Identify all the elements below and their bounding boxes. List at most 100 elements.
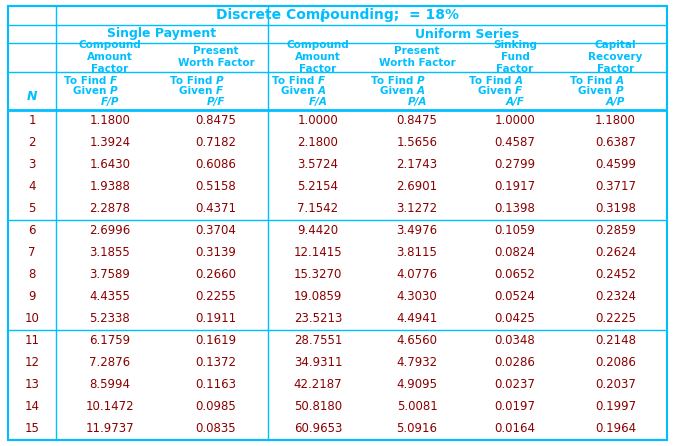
- Text: A: A: [616, 75, 624, 86]
- Text: Single Payment: Single Payment: [107, 28, 217, 41]
- Text: 0.3704: 0.3704: [196, 224, 236, 238]
- Text: 9.4420: 9.4420: [298, 224, 339, 238]
- Text: 1.0000: 1.0000: [495, 115, 535, 128]
- Text: To Find: To Find: [64, 75, 110, 86]
- Text: F: F: [110, 75, 117, 86]
- Text: 7.2876: 7.2876: [89, 356, 130, 369]
- Text: 3.8115: 3.8115: [397, 247, 437, 260]
- Text: 6: 6: [28, 224, 36, 238]
- Text: Uniform Series: Uniform Series: [415, 28, 520, 41]
- Text: 3.1855: 3.1855: [90, 247, 130, 260]
- Text: 0.1059: 0.1059: [495, 224, 535, 238]
- Text: 1.1800: 1.1800: [595, 115, 636, 128]
- Text: 2.2878: 2.2878: [90, 202, 130, 215]
- Text: 0.1398: 0.1398: [495, 202, 535, 215]
- Text: 0.1619: 0.1619: [196, 334, 236, 347]
- Text: 50.8180: 50.8180: [294, 401, 342, 413]
- Text: 0.0286: 0.0286: [495, 356, 535, 369]
- Text: F/A: F/A: [308, 96, 327, 107]
- Text: 0.0824: 0.0824: [495, 247, 535, 260]
- Text: 0.3198: 0.3198: [595, 202, 636, 215]
- Text: N: N: [27, 91, 37, 103]
- Text: 0.2037: 0.2037: [595, 379, 636, 392]
- Text: 7.1542: 7.1542: [298, 202, 339, 215]
- Text: 5: 5: [28, 202, 36, 215]
- Text: 0.2148: 0.2148: [595, 334, 636, 347]
- Text: 2.6996: 2.6996: [89, 224, 131, 238]
- Text: 0.6086: 0.6086: [196, 158, 236, 172]
- Text: 4.4941: 4.4941: [396, 313, 437, 326]
- Text: 1.3924: 1.3924: [89, 136, 130, 149]
- Text: Given: Given: [478, 86, 515, 96]
- Text: 5.0081: 5.0081: [397, 401, 437, 413]
- Text: 0.4371: 0.4371: [196, 202, 236, 215]
- Text: To Find: To Find: [371, 75, 417, 86]
- Text: 0.2255: 0.2255: [196, 290, 236, 303]
- Text: 1.1800: 1.1800: [90, 115, 130, 128]
- Text: 0.4599: 0.4599: [595, 158, 636, 172]
- Text: 4.4355: 4.4355: [90, 290, 130, 303]
- Text: 4.3030: 4.3030: [397, 290, 437, 303]
- Text: A: A: [515, 75, 523, 86]
- Text: 0.0164: 0.0164: [495, 422, 535, 435]
- Text: 7: 7: [28, 247, 36, 260]
- Text: To Find: To Find: [469, 75, 515, 86]
- Text: P: P: [417, 75, 425, 86]
- Text: 3.5724: 3.5724: [298, 158, 338, 172]
- Text: F: F: [515, 86, 522, 96]
- Text: F/P: F/P: [101, 96, 119, 107]
- Text: A/P: A/P: [606, 96, 625, 107]
- Text: 2: 2: [28, 136, 36, 149]
- Text: 15.3270: 15.3270: [294, 268, 342, 281]
- Text: 0.2660: 0.2660: [196, 268, 236, 281]
- Text: Sinking
Fund
Factor: Sinking Fund Factor: [493, 41, 537, 74]
- Text: 0.8475: 0.8475: [397, 115, 437, 128]
- Text: P/F: P/F: [207, 96, 225, 107]
- Text: 0.1163: 0.1163: [196, 379, 236, 392]
- Text: A/F: A/F: [506, 96, 524, 107]
- Text: 4.9095: 4.9095: [396, 379, 437, 392]
- Text: 60.9653: 60.9653: [294, 422, 342, 435]
- Text: F: F: [216, 86, 223, 96]
- Text: 0.8475: 0.8475: [196, 115, 236, 128]
- Text: Compound
Amount
Factor: Compound Amount Factor: [287, 41, 350, 74]
- Text: 15: 15: [24, 422, 39, 435]
- Text: Compound
Amount
Factor: Compound Amount Factor: [78, 41, 141, 74]
- Text: 4.7932: 4.7932: [396, 356, 437, 369]
- Text: 3.7589: 3.7589: [90, 268, 130, 281]
- Text: 11.9737: 11.9737: [86, 422, 134, 435]
- Text: 0.0237: 0.0237: [495, 379, 535, 392]
- Text: P: P: [110, 86, 117, 96]
- Text: P: P: [216, 75, 223, 86]
- Text: 4.0776: 4.0776: [396, 268, 437, 281]
- Text: 0.6387: 0.6387: [595, 136, 636, 149]
- Text: Given: Given: [73, 86, 110, 96]
- Text: 1.9388: 1.9388: [90, 181, 130, 194]
- Text: 9: 9: [28, 290, 36, 303]
- Text: Given: Given: [281, 86, 318, 96]
- Text: 23.5213: 23.5213: [294, 313, 342, 326]
- Text: To Find: To Find: [272, 75, 318, 86]
- Text: 4: 4: [28, 181, 36, 194]
- Text: 19.0859: 19.0859: [294, 290, 342, 303]
- Text: 1.5656: 1.5656: [396, 136, 437, 149]
- Text: 42.2187: 42.2187: [294, 379, 342, 392]
- Text: Discrete Compounding;  = 18%: Discrete Compounding; = 18%: [216, 8, 459, 22]
- Text: 12.1415: 12.1415: [294, 247, 342, 260]
- Text: 0.2799: 0.2799: [494, 158, 535, 172]
- Text: 0.0348: 0.0348: [495, 334, 535, 347]
- Text: 0.2086: 0.2086: [595, 356, 636, 369]
- Text: Given: Given: [179, 86, 216, 96]
- Text: Given: Given: [578, 86, 616, 96]
- Text: 12: 12: [24, 356, 40, 369]
- Text: 1.0000: 1.0000: [298, 115, 338, 128]
- Text: F: F: [318, 75, 325, 86]
- Text: Present
Worth Factor: Present Worth Factor: [379, 46, 456, 69]
- Text: 0.1911: 0.1911: [196, 313, 236, 326]
- Text: 2.1743: 2.1743: [396, 158, 437, 172]
- Text: 0.0425: 0.0425: [495, 313, 535, 326]
- Text: 5.2154: 5.2154: [298, 181, 338, 194]
- Text: 34.9311: 34.9311: [294, 356, 342, 369]
- Text: 13: 13: [24, 379, 39, 392]
- Text: P: P: [616, 86, 623, 96]
